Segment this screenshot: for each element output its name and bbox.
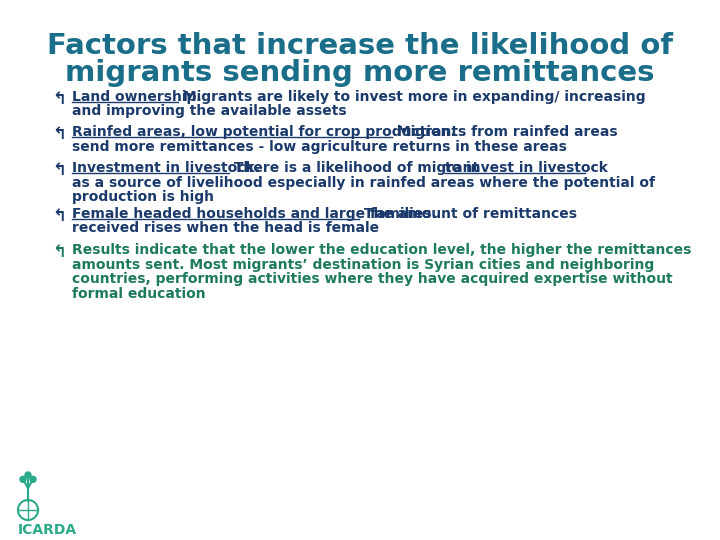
Text: production is high: production is high	[72, 190, 214, 204]
Text: as a source of livelihood especially in rainfed areas where the potential of: as a source of livelihood especially in …	[72, 176, 655, 190]
Text: ↰: ↰	[52, 207, 66, 225]
Text: ↰: ↰	[52, 90, 66, 108]
Text: amounts sent. Most migrants’ destination is Syrian cities and neighboring: amounts sent. Most migrants’ destination…	[72, 258, 654, 272]
Text: received rises when the head is female: received rises when the head is female	[72, 221, 379, 235]
Circle shape	[30, 476, 36, 482]
Text: and improving the available assets: and improving the available assets	[72, 105, 346, 118]
Text: Results indicate that the lower the education level, the higher the remittances: Results indicate that the lower the educ…	[72, 243, 691, 257]
Text: Migrants from rainfed areas: Migrants from rainfed areas	[392, 125, 618, 139]
Text: ICARDA: ICARDA	[18, 523, 77, 537]
Text: countries, performing activities where they have acquired expertise without: countries, performing activities where t…	[72, 272, 672, 286]
Text: to invest in livestock: to invest in livestock	[445, 161, 608, 175]
Text: Land ownership.: Land ownership.	[72, 90, 202, 104]
Text: Migrants are likely to invest more in expanding/ increasing: Migrants are likely to invest more in ex…	[178, 90, 646, 104]
Text: formal education: formal education	[72, 287, 206, 300]
Text: There is a likelihood of migrant: There is a likelihood of migrant	[229, 161, 484, 175]
Text: ↰: ↰	[52, 161, 66, 179]
Text: migrants sending more remittances: migrants sending more remittances	[66, 59, 654, 87]
Text: The amount of remittances: The amount of remittances	[359, 207, 577, 221]
Text: send more remittances - low agriculture returns in these areas: send more remittances - low agriculture …	[72, 139, 567, 153]
Text: ↰: ↰	[52, 243, 66, 261]
Text: Investment in livestock.: Investment in livestock.	[72, 161, 260, 175]
Text: Female headed households and large families.: Female headed households and large famil…	[72, 207, 437, 221]
Text: Factors that increase the likelihood of: Factors that increase the likelihood of	[47, 32, 673, 60]
Circle shape	[20, 476, 26, 482]
Circle shape	[25, 472, 31, 478]
Text: ↰: ↰	[52, 125, 66, 143]
Text: Rainfed areas, low potential for crop production.: Rainfed areas, low potential for crop pr…	[72, 125, 456, 139]
